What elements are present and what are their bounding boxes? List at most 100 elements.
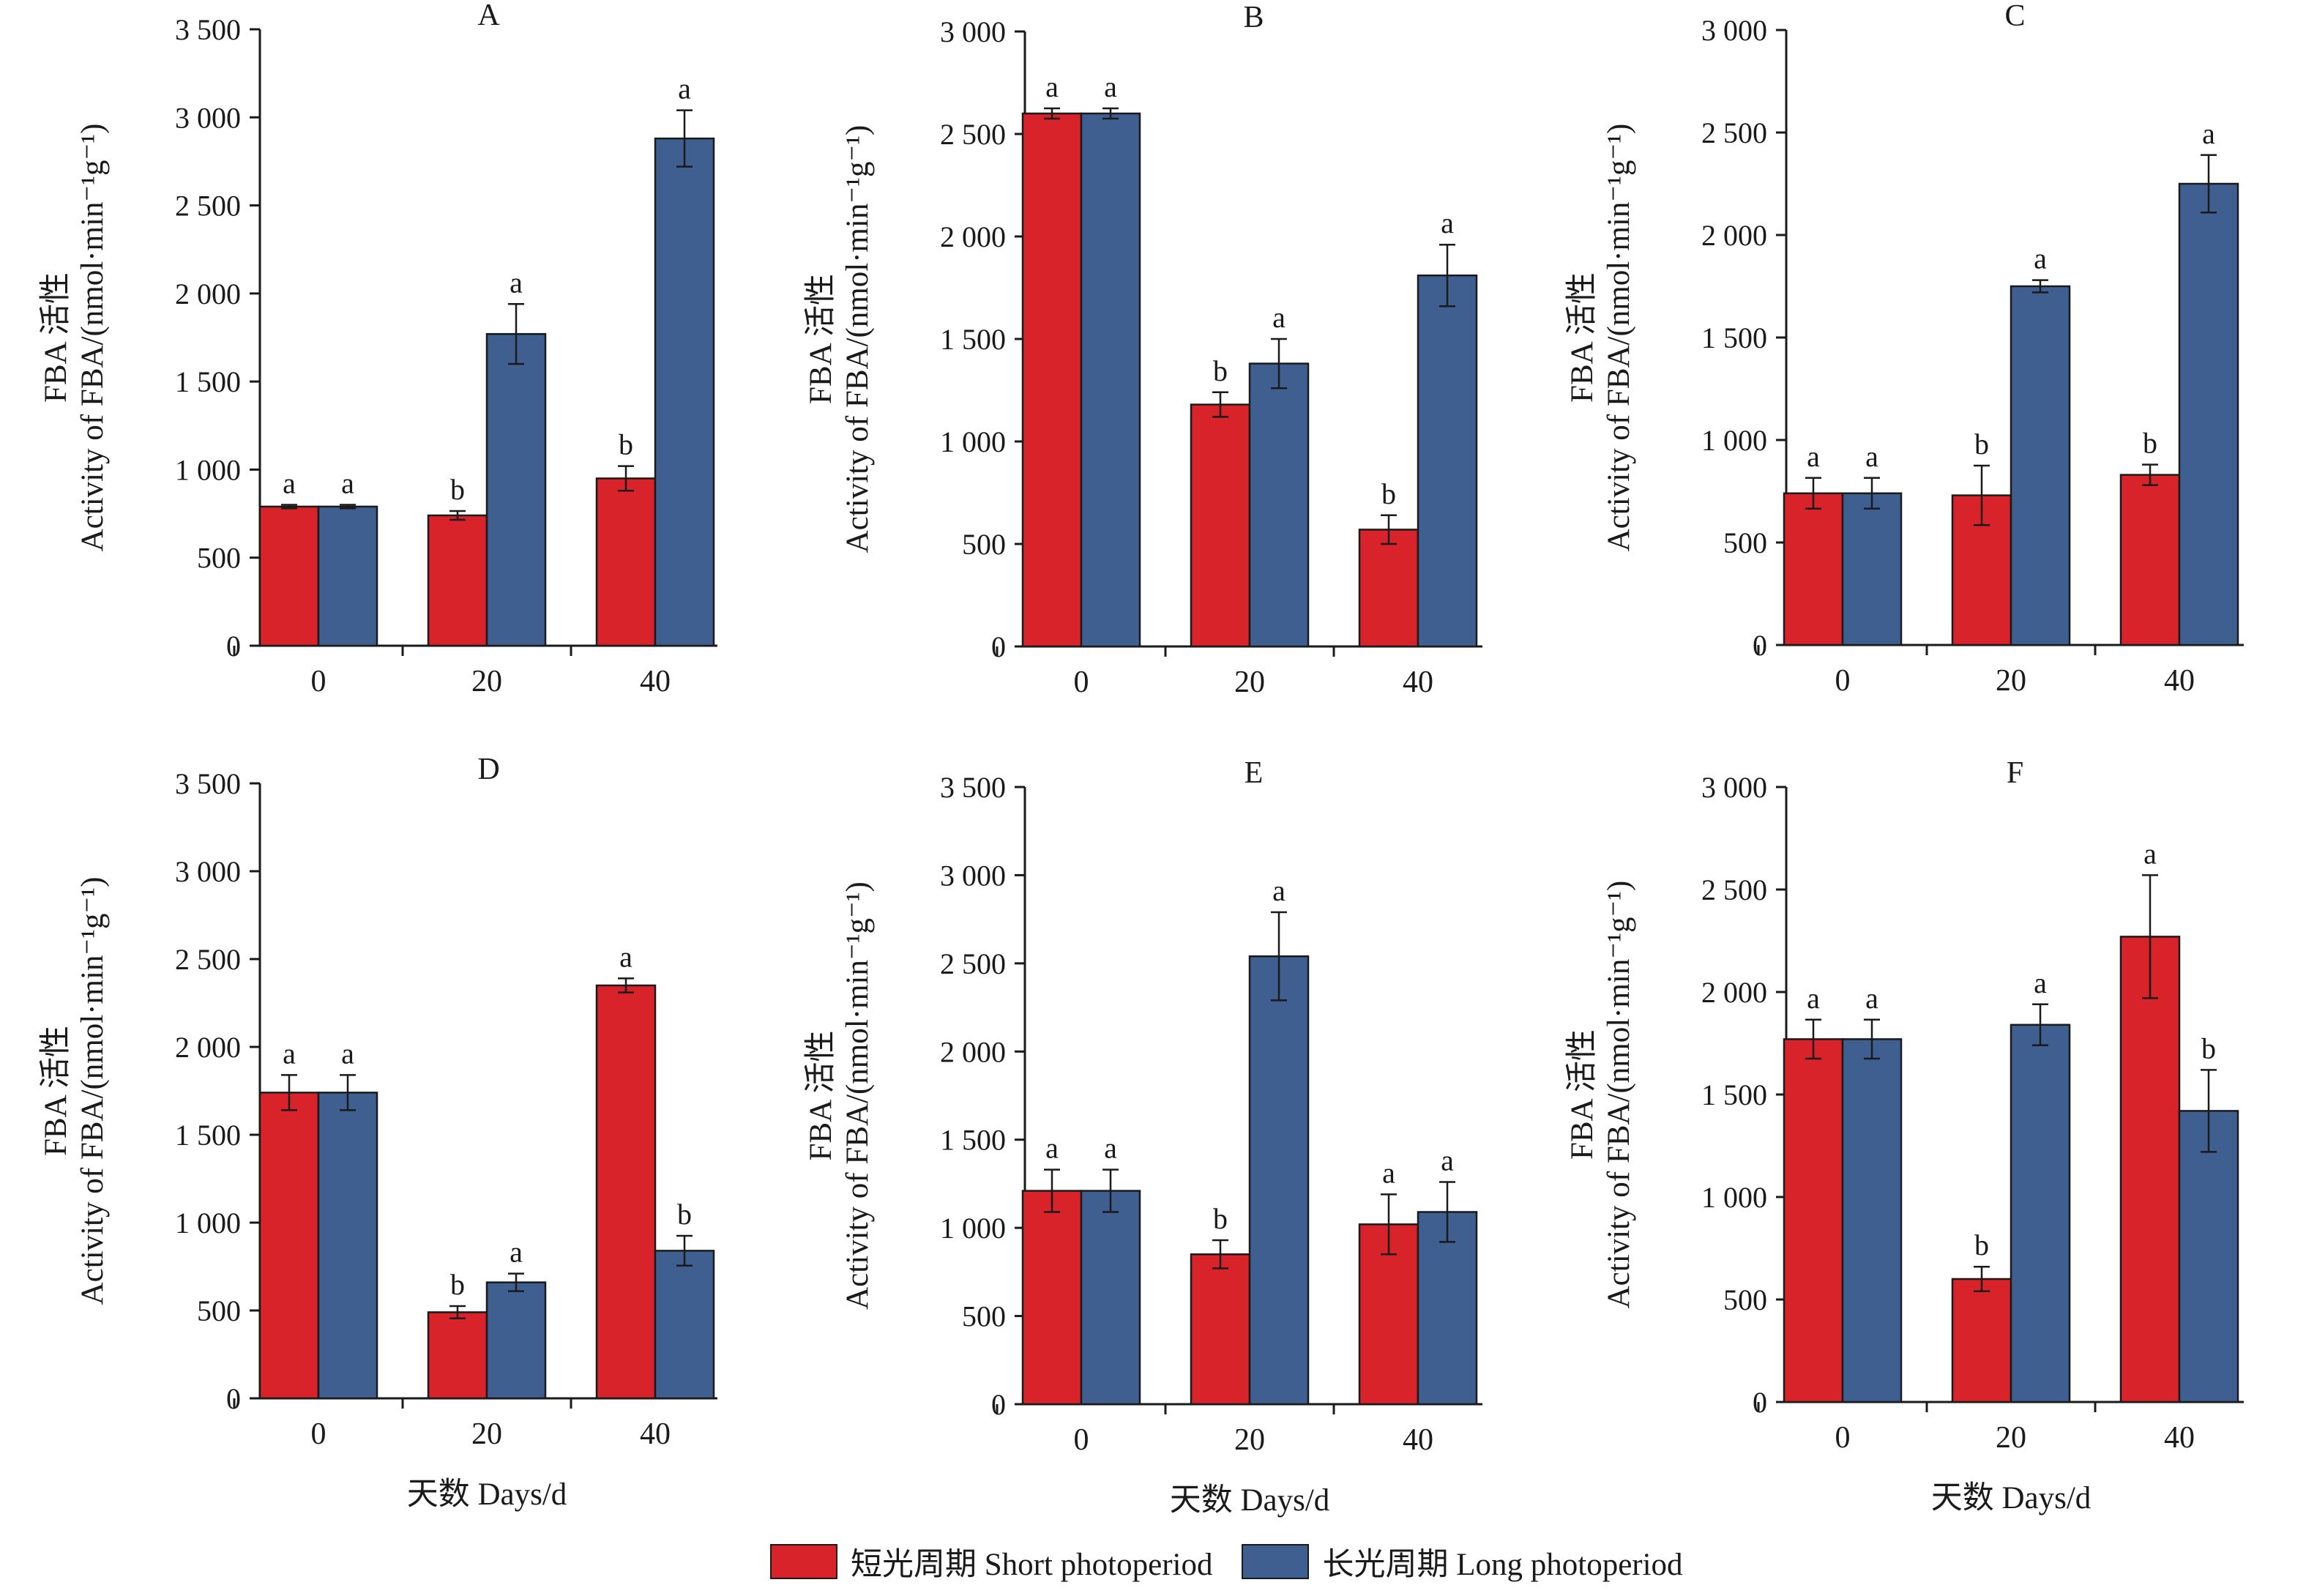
significance-letter: a: [1441, 206, 1454, 239]
bar-short: [2119, 936, 2181, 1403]
x-tick-label: 40: [1403, 1423, 1433, 1457]
y-tick-label: 2 500: [1701, 873, 1767, 906]
legend-label-short: 短光周期 Short photoperiod: [851, 1548, 1213, 1582]
x-tick-label: 20: [471, 665, 502, 698]
significance-letter: a: [341, 467, 354, 500]
significance-letter: a: [2143, 837, 2157, 870]
x-tick-label: 40: [2164, 1421, 2195, 1455]
bar-long: [317, 505, 378, 647]
y-tick-label: 3 000: [175, 855, 241, 888]
significance-letter: b: [1213, 1202, 1228, 1235]
significance-letter: b: [1213, 354, 1228, 387]
y-tick-label: 1 500: [1701, 321, 1767, 354]
x-axis-label: 天数 Days/d: [407, 1477, 567, 1512]
bar-long: [317, 1092, 378, 1400]
bar-long: [654, 1250, 715, 1400]
y-tick-label: 1 000: [940, 425, 1006, 458]
significance-letter: a: [619, 940, 633, 973]
bar-long: [1080, 1190, 1141, 1406]
legend-swatch-short: [770, 1544, 837, 1579]
significance-letter: b: [1974, 1228, 1989, 1261]
y-tick-label: 3 500: [940, 771, 1006, 804]
panel-title: B: [1243, 1, 1264, 34]
y-tick-label: 2 000: [940, 220, 1006, 253]
bar-short: [1783, 492, 1844, 646]
significance-letter: a: [283, 1037, 296, 1070]
y-tick-label: 3 500: [175, 13, 241, 46]
bar-short: [1783, 1038, 1844, 1403]
bar-long: [485, 1281, 547, 1400]
x-tick-label: 0: [1074, 665, 1089, 699]
y-axis-label-cn: FBA 活性: [804, 1030, 838, 1160]
y-tick-label: 3 500: [175, 767, 241, 800]
bar-long: [2010, 1023, 2071, 1403]
x-tick-label: 0: [1074, 1423, 1089, 1457]
y-tick-label: 0: [1753, 629, 1767, 662]
bar-long: [1417, 1211, 1478, 1406]
legend: 短光周期 Short photoperiod 长光周期 Long photope…: [770, 1540, 1712, 1584]
bar-long: [2178, 182, 2239, 646]
significance-letter: a: [1865, 440, 1878, 473]
bar-long: [485, 332, 547, 647]
significance-letter: a: [1807, 440, 1820, 473]
legend-item-long: 长光周期 Long photoperiod: [1242, 1539, 1683, 1584]
significance-letter: b: [2143, 427, 2157, 460]
y-axis-label-cn: FBA 活性: [804, 274, 838, 404]
x-tick-label: 40: [640, 1417, 671, 1451]
y-tick-label: 500: [962, 1300, 1006, 1333]
y-tick-label: 1 500: [175, 365, 241, 398]
bar-long: [1248, 955, 1310, 1406]
bar-short: [258, 505, 320, 647]
x-tick-label: 20: [1234, 665, 1265, 699]
significance-letter: a: [2034, 966, 2047, 999]
panel-title: C: [2004, 0, 2025, 33]
y-tick-label: 3 000: [940, 15, 1006, 48]
bar-long: [1080, 112, 1141, 648]
y-tick-label: 2 500: [175, 943, 241, 976]
y-axis-label-en: Activity of FBA/(nmol·min⁻¹g⁻¹): [1602, 881, 1636, 1309]
significance-letter: b: [677, 1198, 692, 1231]
y-tick-label: 1 000: [1701, 1181, 1767, 1214]
bar-short: [1951, 1278, 2012, 1403]
y-tick-label: 1 000: [175, 1207, 241, 1239]
panel-title: A: [477, 0, 500, 32]
y-tick-label: 500: [1723, 1283, 1767, 1316]
y-tick-label: 2 000: [175, 277, 241, 310]
significance-letter: a: [678, 72, 691, 105]
panel-E: 0 500 1 000 1 500 2 000 2 500 3 000 3 500 0 20 40 E…: [804, 756, 1482, 1518]
bar-short: [1358, 529, 1419, 648]
y-tick-label: 1 500: [175, 1119, 241, 1152]
y-tick-label: 2 000: [1701, 976, 1767, 1009]
significance-letter: a: [2034, 242, 2047, 275]
x-tick-label: 40: [2164, 664, 2195, 698]
x-tick-label: 0: [311, 1417, 327, 1451]
bar-long: [1841, 1038, 1903, 1403]
bar-long: [1841, 492, 1903, 646]
y-tick-label: 2 500: [940, 118, 1006, 151]
x-tick-label: 40: [640, 665, 671, 698]
panel-title: E: [1245, 756, 1264, 790]
y-tick-label: 2 000: [940, 1035, 1006, 1068]
panel-C: 0 500 1 000 1 500 2 000 2 500 3 000 0 20 40 Ca b b a a…: [1565, 0, 2244, 698]
significance-letter: b: [2201, 1032, 2216, 1064]
bar-short: [595, 984, 657, 1400]
y-tick-label: 1 500: [940, 1124, 1006, 1157]
y-axis-label-en: Activity of FBA/(nmol·min⁻¹g⁻¹): [75, 124, 110, 552]
x-tick-label: 0: [1835, 1421, 1851, 1455]
significance-letter: a: [1272, 874, 1286, 907]
bar-long: [2010, 285, 2071, 646]
y-tick-label: 2 000: [175, 1031, 241, 1064]
y-tick-label: 1 000: [940, 1212, 1006, 1245]
significance-letter: a: [1382, 1156, 1395, 1189]
y-tick-label: 3 000: [940, 859, 1006, 892]
y-tick-label: 2 000: [1701, 219, 1767, 252]
bar-short: [427, 514, 488, 647]
x-tick-label: 20: [471, 1417, 502, 1451]
y-axis-label-en: Activity of FBA/(nmol·min⁻¹g⁻¹): [840, 125, 875, 553]
y-axis-label-en: Activity of FBA/(nmol·min⁻¹g⁻¹): [1602, 124, 1636, 552]
y-axis-label-cn: FBA 活性: [1565, 1029, 1600, 1160]
bar-short: [2119, 474, 2181, 646]
y-tick-label: 0: [991, 630, 1006, 663]
